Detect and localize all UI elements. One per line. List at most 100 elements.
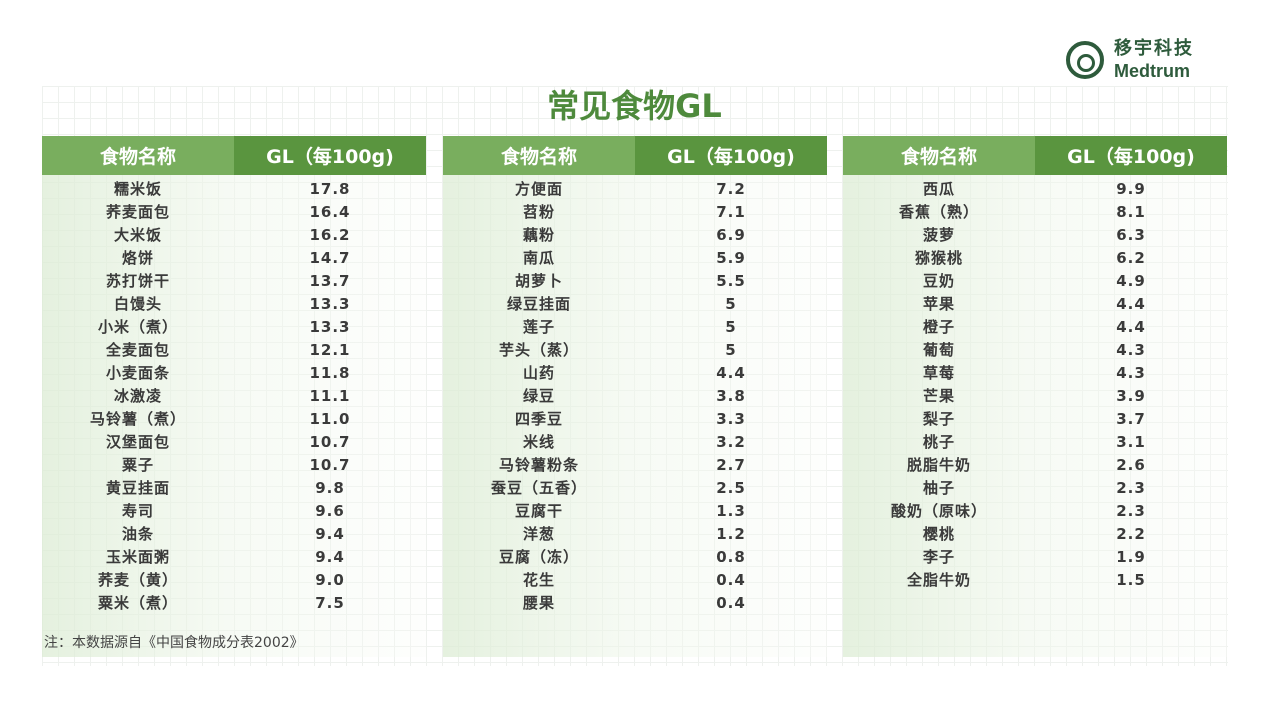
gl-value-cell: 1.5 [1116, 571, 1146, 589]
food-name-cell: 寿司 [121, 502, 154, 520]
food-name-cell: 小麦面条 [105, 364, 170, 382]
food-name-cell: 粟子 [121, 456, 154, 474]
food-name-cell: 汉堡面包 [105, 433, 170, 451]
gl-value-cell: 5.5 [716, 272, 746, 290]
food-name-cell: 绿豆挂面 [506, 295, 571, 313]
header-gl-value: GL（每100g) [635, 136, 827, 175]
gl-value-cell: 5 [725, 318, 737, 336]
gl-value-cell: 3.8 [716, 387, 746, 405]
gl-value-cell: 4.4 [1116, 295, 1146, 313]
gl-value-cell: 2.7 [716, 456, 746, 474]
food-name-cell: 芋头（蒸） [498, 341, 579, 359]
food-name-cell: 马铃薯粉条 [498, 456, 579, 474]
food-name-cell: 芒果 [922, 387, 955, 405]
food-name-cell: 白馒头 [113, 295, 162, 313]
food-name-cell: 糯米饭 [113, 180, 162, 198]
food-name-cell: 山药 [522, 364, 555, 382]
header-food-name: 食物名称 [843, 136, 1035, 175]
table-header: 食物名称 GL（每100g) [843, 136, 1227, 175]
header-food-name: 食物名称 [443, 136, 635, 175]
gl-value-cell: 4.9 [1116, 272, 1146, 290]
gl-value-cell: 9.8 [315, 479, 345, 497]
food-name-cell: 苹果 [922, 295, 955, 313]
gl-value-cell: 0.4 [716, 571, 746, 589]
gl-value-cell: 12.1 [309, 341, 351, 359]
gl-value-cell: 11.0 [309, 410, 351, 428]
table-header: 食物名称 GL（每100g) [443, 136, 827, 175]
gl-table-3: 食物名称 GL（每100g) 西瓜 香蕉（熟） 菠萝 猕猴桃 豆奶 苹果 橙子 葡萄 草莓 芒果梨… [843, 136, 1227, 657]
food-name-cell: 酸奶（原味） [890, 502, 987, 520]
food-name-cell: 苕粉 [522, 203, 555, 221]
gl-value-cell: 4.3 [1116, 341, 1146, 359]
gl-value-cell: 3.7 [1116, 410, 1146, 428]
gl-value-cell: 2.3 [1116, 479, 1146, 497]
table-header: 食物名称 GL（每100g) [42, 136, 426, 175]
gl-table-2: 食物名称 GL（每100g) 方便面苕粉藕粉南瓜胡萝卜绿豆挂面莲子芋头（蒸） 山药… [443, 136, 827, 657]
food-name-cell: 油条 [121, 525, 154, 543]
gl-value-cell: 1.3 [716, 502, 746, 520]
food-name-cell: 豆腐（冻） [498, 548, 579, 566]
gl-value-column: 9.9 8.1 6.3 6.2 4.9 4.4 4.4 4.3 4.3 3.9 3.7 3.1 2.6 2… [1035, 175, 1227, 657]
gl-value-column: 17.8 16.4 16.2 14.7 13.7 13.3 13.3 12.1 11.8 11.1… [234, 175, 426, 657]
gl-value-column: 7.2 7.1 6.9 5.9 5.5 5 5 5 4.4 3.8 3.3 3.2 2.7 2.5 1.3 1… [635, 175, 827, 657]
gl-value-cell: 3.9 [1116, 387, 1146, 405]
food-name-cell: 粟米（煮） [97, 594, 178, 612]
food-name-cell: 胡萝卜 [514, 272, 563, 290]
food-name-cell: 橙子 [922, 318, 955, 336]
food-name-cell: 米线 [522, 433, 555, 451]
medtrum-logo-icon [1066, 41, 1104, 79]
gl-value-cell: 2.5 [716, 479, 746, 497]
food-name-cell: 马铃薯（煮） [89, 410, 186, 428]
food-name-cell: 柚子 [922, 479, 955, 497]
gl-value-cell: 9.9 [1116, 180, 1146, 198]
gl-value-cell: 3.1 [1116, 433, 1146, 451]
gl-value-cell: 8.1 [1116, 203, 1146, 221]
gl-value-cell: 9.4 [315, 548, 345, 566]
source-note: 注：本数据源自《中国食物成分表2002》 [44, 635, 304, 651]
food-name-cell: 梨子 [922, 410, 955, 428]
gl-value-cell: 16.2 [309, 226, 351, 244]
gl-value-cell: 5 [725, 295, 737, 313]
food-name-cell: 李子 [922, 548, 955, 566]
gl-value-cell: 7.2 [716, 180, 746, 198]
food-name-cell: 樱桃 [922, 525, 955, 543]
gl-value-cell: 6.3 [1116, 226, 1146, 244]
food-name-cell: 南瓜 [522, 249, 555, 267]
brand-name-cn: 移宇科技 [1114, 38, 1194, 59]
food-name-cell: 藕粉 [522, 226, 555, 244]
food-name-cell: 四季豆 [514, 410, 563, 428]
gl-value-cell: 11.1 [309, 387, 351, 405]
gl-value-cell: 13.7 [309, 272, 351, 290]
gl-value-cell: 17.8 [309, 180, 351, 198]
food-name-cell: 桃子 [922, 433, 955, 451]
food-name-cell: 洋葱 [522, 525, 555, 543]
food-name-cell: 葡萄 [922, 341, 955, 359]
gl-value-cell: 5.9 [716, 249, 746, 267]
gl-value-cell: 7.1 [716, 203, 746, 221]
food-name-cell: 蚕豆（五香） [490, 479, 587, 497]
food-name-column: 西瓜 香蕉（熟） 菠萝 猕猴桃 豆奶 苹果 橙子 葡萄 草莓 芒果 梨子 桃子 脱脂牛奶 柚子 酸奶（原味）… [843, 175, 1035, 657]
food-name-cell: 莲子 [522, 318, 555, 336]
food-name-cell: 方便面 [514, 180, 563, 198]
gl-value-cell: 2.6 [1116, 456, 1146, 474]
gl-value-cell: 11.8 [309, 364, 351, 382]
food-name-cell: 全脂牛奶 [906, 571, 971, 589]
gl-value-cell: 9.0 [315, 571, 345, 589]
food-name-cell: 菠萝 [922, 226, 955, 244]
food-name-cell: 荞麦面包 [105, 203, 170, 221]
gl-value-cell: 16.4 [309, 203, 351, 221]
gl-value-cell: 13.3 [309, 318, 351, 336]
gl-value-cell: 13.3 [309, 295, 351, 313]
gl-value-cell: 1.9 [1116, 548, 1146, 566]
header-gl-value: GL（每100g) [1035, 136, 1227, 175]
food-name-cell: 苏打饼干 [105, 272, 170, 290]
gl-value-cell: 10.7 [309, 433, 351, 451]
food-name-cell: 绿豆 [522, 387, 555, 405]
food-name-cell: 花生 [522, 571, 555, 589]
gl-value-cell: 6.2 [1116, 249, 1146, 267]
gl-value-cell: 4.4 [1116, 318, 1146, 336]
gl-value-cell: 0.8 [716, 548, 746, 566]
gl-value-cell: 2.3 [1116, 502, 1146, 520]
gl-table-1: 食物名称 GL（每100g) 糯米饭 荞麦面包 大米饭 烙饼 苏打饼干 白馒头 小米（煮） 全… [42, 136, 426, 657]
gl-value-cell: 2.2 [1116, 525, 1146, 543]
